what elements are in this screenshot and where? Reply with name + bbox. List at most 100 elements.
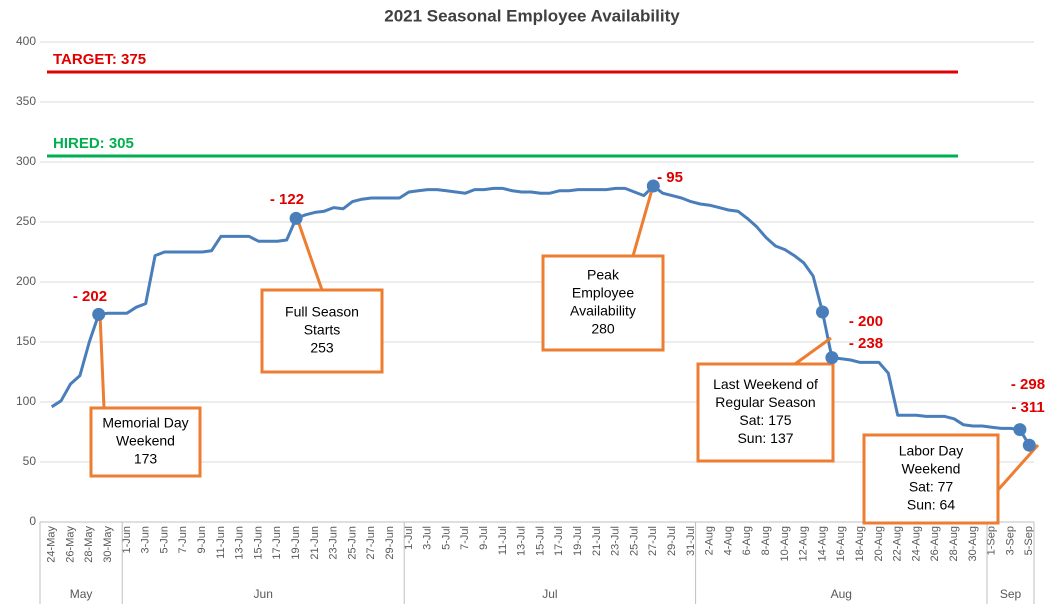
- delta-label: - 202: [73, 288, 107, 305]
- callout-leader: [295, 217, 324, 291]
- marker: [825, 351, 839, 365]
- month-label: May: [70, 587, 93, 601]
- x-tick-label: 29-Jun: [384, 526, 396, 560]
- y-tick-label: 400: [16, 34, 36, 48]
- month-label: Sep: [1000, 587, 1022, 601]
- x-tick-label: 21-Jun: [309, 526, 321, 560]
- x-tick-label: 17-Jul: [553, 526, 565, 556]
- x-tick-label: 1-Jun: [121, 526, 133, 554]
- marker: [1013, 423, 1027, 437]
- x-tick-label: 9-Jun: [196, 526, 208, 554]
- callout-box: [89, 406, 202, 478]
- delta-label: - 298: [1011, 376, 1045, 393]
- callout-leader: [631, 185, 655, 257]
- callout-text: Full Season: [285, 304, 359, 320]
- callout-text: 280: [591, 321, 615, 337]
- y-tick-label: 150: [16, 334, 36, 348]
- x-tick-label: 3-Jul: [422, 526, 434, 550]
- callout-text: Employee: [572, 285, 634, 301]
- x-tick-label: 1-Sep: [986, 526, 998, 555]
- x-tick-label: 28-Aug: [948, 526, 960, 561]
- callout-text: Availability: [570, 303, 636, 319]
- marker: [92, 307, 106, 321]
- x-tick-label: 23-Jul: [610, 526, 622, 556]
- month-label: Jul: [542, 587, 557, 601]
- data-line: [50, 184, 1031, 446]
- x-tick-label: 30-Aug: [967, 526, 979, 561]
- x-tick-label: 22-Aug: [892, 526, 904, 561]
- y-tick-label: 300: [16, 154, 36, 168]
- delta-label: - 122: [270, 191, 304, 208]
- x-tick-label: 11-Jun: [215, 526, 227, 559]
- marker: [1022, 438, 1036, 452]
- x-tick-label: 28-May: [83, 526, 95, 563]
- callout-text: Sun: 64: [907, 497, 955, 513]
- x-tick-label: 20-Aug: [873, 526, 885, 561]
- x-tick-label: 7-Jul: [459, 526, 471, 550]
- x-tick-label: 13-Jul: [516, 526, 528, 556]
- x-tick-label: 18-Aug: [854, 526, 866, 561]
- chart-title: 2021 Seasonal Employee Availability: [384, 6, 680, 25]
- delta-label: - 311: [1011, 399, 1044, 416]
- callout-leader: [794, 336, 832, 366]
- callout-box: [260, 288, 384, 374]
- y-tick-label: 100: [16, 394, 36, 408]
- x-tick-label: 19-Jun: [290, 526, 302, 560]
- callout-text: Weekend: [116, 433, 175, 449]
- x-tick-label: 14-Aug: [816, 526, 828, 561]
- callout-text: Sat: 77: [909, 479, 954, 495]
- x-tick-label: 9-Jul: [478, 526, 490, 550]
- x-tick-label: 27-Jul: [647, 526, 659, 556]
- x-tick-label: 10-Aug: [779, 526, 791, 561]
- x-tick-label: 3-Jun: [140, 526, 152, 554]
- y-tick-label: 200: [16, 274, 36, 288]
- callout-text: Sun: 137: [737, 430, 793, 446]
- x-tick-label: 23-Jun: [328, 526, 340, 560]
- callout-text: Regular Season: [715, 394, 815, 410]
- x-tick-label: 16-Aug: [835, 526, 847, 561]
- x-tick-label: 24-Aug: [910, 526, 922, 561]
- x-tick-label: 26-Aug: [929, 526, 941, 561]
- callout-leader: [98, 313, 106, 409]
- callout-text: Memorial Day: [102, 415, 188, 431]
- x-tick-label: 25-Jul: [628, 526, 640, 556]
- x-tick-label: 7-Jun: [177, 526, 189, 554]
- x-tick-label: 25-Jun: [346, 526, 358, 560]
- x-tick-label: 24-May: [46, 526, 58, 563]
- x-tick-label: 8-Aug: [760, 526, 772, 555]
- x-tick-label: 5-Jul: [440, 526, 452, 550]
- month-label: Jun: [254, 587, 273, 601]
- x-tick-label: 12-Aug: [798, 526, 810, 561]
- delta-label: - 200: [849, 313, 883, 330]
- callout-box: [541, 254, 665, 352]
- x-tick-label: 19-Jul: [572, 526, 584, 556]
- x-tick-label: 29-Jul: [666, 526, 678, 556]
- callout-text: Starts: [304, 322, 341, 338]
- x-tick-label: 11-Jul: [497, 526, 509, 555]
- callout-text: Sat: 175: [739, 412, 791, 428]
- x-tick-label: 13-Jun: [234, 526, 246, 560]
- callout-leader: [996, 444, 1040, 491]
- x-tick-label: 15-Jul: [534, 526, 546, 556]
- x-tick-label: 30-May: [102, 526, 114, 563]
- x-tick-label: 2-Aug: [704, 526, 716, 555]
- y-tick-label: 250: [16, 214, 36, 228]
- callout-text: 253: [310, 340, 334, 356]
- y-tick-label: 0: [29, 514, 36, 528]
- x-tick-label: 5-Jun: [158, 526, 170, 554]
- x-tick-label: 17-Jun: [271, 526, 283, 560]
- y-tick-label: 350: [16, 94, 36, 108]
- callout-text: 173: [134, 451, 158, 467]
- callout-text: Labor Day: [899, 443, 964, 459]
- callout-text: Weekend: [902, 461, 961, 477]
- reference-label: TARGET: 375: [53, 51, 146, 68]
- callout-box: [696, 362, 835, 463]
- callout-text: Last Weekend of: [713, 376, 818, 392]
- x-tick-label: 27-Jun: [365, 526, 377, 560]
- x-tick-label: 15-Jun: [252, 526, 264, 560]
- callout-text: Peak: [587, 267, 620, 283]
- marker: [816, 305, 829, 319]
- reference-label: HIRED: 305: [53, 135, 134, 152]
- x-tick-label: 4-Aug: [722, 526, 734, 555]
